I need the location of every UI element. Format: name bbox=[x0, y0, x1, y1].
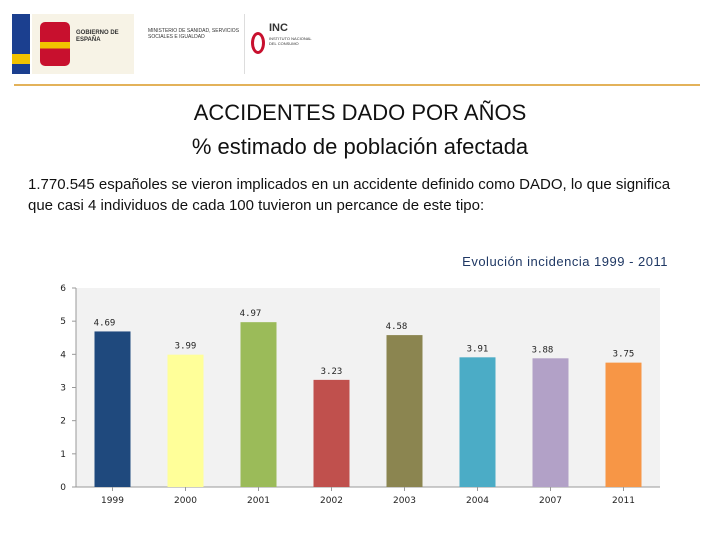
gobierno-label: GOBIERNO DE ESPAÑA bbox=[76, 30, 119, 43]
x-tick-label: 2001 bbox=[247, 496, 270, 506]
bar-2011 bbox=[605, 362, 642, 487]
eu-flag-strip bbox=[12, 14, 30, 74]
bar-1999 bbox=[94, 331, 131, 487]
y-tick-label: 3 bbox=[60, 384, 66, 394]
summary-paragraph: 1.770.545 españoles se vieron implicados… bbox=[28, 176, 671, 214]
y-tick-label: 0 bbox=[60, 483, 66, 493]
page-subtitle: % estimado de población afectada bbox=[191, 134, 529, 159]
y-tick-label: 4 bbox=[60, 350, 66, 360]
x-tick-label: 2007 bbox=[539, 496, 562, 506]
bar-2001 bbox=[240, 322, 277, 487]
data-label: 3.99 bbox=[175, 342, 197, 352]
data-label: 3.88 bbox=[532, 345, 554, 355]
bar-2004 bbox=[459, 357, 496, 487]
y-tick-label: 6 bbox=[60, 284, 66, 294]
data-label: 4.97 bbox=[240, 309, 262, 319]
header-logos: GOBIERNO DE ESPAÑA MINISTERIO DE SANIDAD… bbox=[12, 14, 315, 74]
data-label: 3.91 bbox=[467, 344, 489, 354]
x-tick-label: 2003 bbox=[393, 496, 416, 506]
data-label: 4.58 bbox=[386, 322, 408, 332]
data-label: 4.69 bbox=[94, 318, 116, 328]
x-tick-label: 2002 bbox=[320, 496, 343, 506]
x-tick-label: 2004 bbox=[466, 496, 489, 506]
inc-short-label: INC bbox=[269, 22, 288, 34]
header-divider bbox=[14, 84, 700, 86]
x-tick-label: 2011 bbox=[612, 496, 635, 506]
ministry-label: MINISTERIO DE SANIDAD, SERVICIOS SOCIALE… bbox=[148, 28, 240, 40]
page-title: ACCIDENTES DADO POR AÑOS bbox=[193, 100, 527, 125]
bar-2007 bbox=[532, 358, 569, 487]
y-tick-label: 1 bbox=[60, 450, 66, 460]
data-label: 3.75 bbox=[613, 350, 635, 360]
data-label: 3.23 bbox=[321, 367, 343, 377]
spain-crest-icon bbox=[40, 22, 70, 66]
inc-mark-icon bbox=[251, 32, 265, 54]
flag-stripe bbox=[12, 54, 30, 64]
bar-2000 bbox=[167, 354, 204, 487]
spain-government-logo: GOBIERNO DE ESPAÑA bbox=[32, 14, 134, 74]
x-tick-label: 1999 bbox=[101, 496, 124, 506]
y-tick-label: 5 bbox=[60, 317, 66, 327]
chart-title: Evolución incidencia 1999 - 2011 bbox=[462, 254, 668, 269]
bar-2002 bbox=[313, 379, 350, 487]
x-tick-label: 2000 bbox=[174, 496, 197, 506]
bar-2003 bbox=[386, 335, 423, 487]
plot-area bbox=[76, 288, 660, 487]
inc-logo: INC INSTITUTO NACIONAL DEL CONSUMO bbox=[244, 14, 315, 74]
y-tick-label: 2 bbox=[60, 417, 66, 427]
inc-full-label: INSTITUTO NACIONAL DEL CONSUMO bbox=[269, 36, 312, 46]
